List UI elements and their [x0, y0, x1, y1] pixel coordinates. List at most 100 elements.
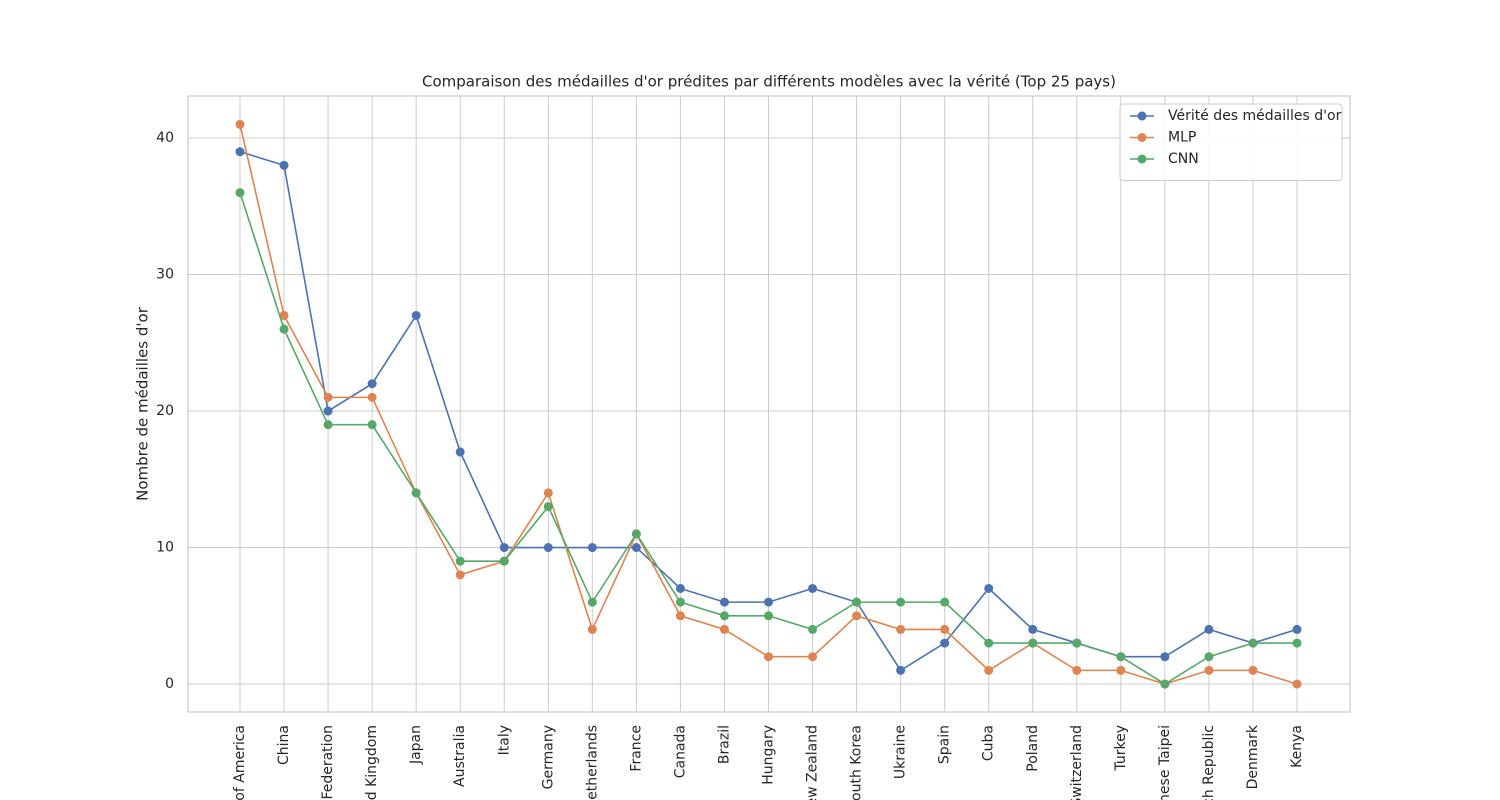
data-point: [675, 597, 685, 607]
y-tick-label: 0: [165, 676, 174, 692]
x-tick-label: New Zealand: [805, 725, 821, 800]
chart-title: Comparaison des médailles d'or prédites …: [422, 73, 1116, 91]
data-point: [1292, 679, 1302, 689]
y-tick-label: 30: [156, 267, 174, 283]
data-point: [543, 502, 553, 512]
data-point: [279, 310, 289, 320]
data-point: [940, 638, 950, 648]
data-point: [235, 188, 245, 198]
x-tick-label: Japan: [408, 725, 424, 765]
plot-frame: [187, 95, 1351, 713]
data-point: [279, 160, 289, 170]
data-point: [543, 543, 553, 553]
x-tick-label: Chinese Taipei: [1157, 725, 1173, 800]
legend-label: Vérité des médailles d'or: [1168, 108, 1342, 124]
x-tick-label: Turkey: [1113, 725, 1129, 772]
legend-label: MLP: [1168, 130, 1196, 146]
x-tick-label: Hungary: [761, 725, 777, 785]
data-point: [852, 597, 862, 607]
y-tick-label: 20: [156, 403, 174, 419]
data-point: [896, 624, 906, 634]
x-tick-label: Brazil: [716, 725, 732, 764]
x-tick-label: Australia: [452, 725, 468, 787]
x-tick-label: Ukraine: [893, 725, 909, 779]
data-point: [1160, 679, 1170, 689]
x-tick-label: Netherlands: [584, 725, 600, 800]
data-point: [808, 583, 818, 593]
data-point: [631, 529, 641, 539]
data-point: [1160, 652, 1170, 662]
data-point: [631, 543, 641, 553]
x-tick-label: Czech Republic: [1201, 725, 1217, 800]
data-point: [764, 597, 773, 607]
data-point: [587, 624, 597, 634]
data-point: [1072, 665, 1082, 675]
data-point: [1248, 665, 1258, 675]
data-point: [1204, 624, 1214, 634]
y-axis-label: Nombre de médailles d'or: [134, 306, 152, 501]
data-point: [455, 447, 465, 457]
data-point: [411, 488, 421, 498]
data-point: [455, 570, 465, 580]
data-point: [1116, 665, 1126, 675]
data-point: [764, 611, 773, 621]
legend-label: CNN: [1168, 151, 1199, 167]
data-point: [367, 392, 377, 402]
data-point: [367, 379, 377, 389]
data-point: [719, 597, 729, 607]
data-point: [1028, 638, 1038, 648]
x-tick-label: Kenya: [1289, 725, 1305, 768]
data-point: [1292, 638, 1302, 648]
y-tick-label: 10: [156, 540, 174, 556]
x-tick-label: France: [628, 725, 644, 772]
data-point: [719, 611, 729, 621]
data-point: [984, 638, 994, 648]
x-tick-label: Spain: [937, 725, 953, 764]
legend-box: [1119, 103, 1343, 181]
x-tick-label: South Korea: [849, 725, 865, 800]
data-point: [499, 543, 509, 553]
data-point: [940, 597, 950, 607]
data-point: [1204, 665, 1214, 675]
data-point: [411, 310, 421, 320]
data-point: [1072, 638, 1082, 648]
x-tick-label: Germany: [540, 725, 556, 789]
data-point: [675, 611, 685, 621]
data-point: [235, 147, 245, 157]
data-point: [896, 665, 906, 675]
data-point: [896, 597, 906, 607]
x-tick-label: Italy: [496, 725, 512, 755]
legend-marker: [1137, 111, 1147, 121]
data-point: [984, 583, 994, 593]
data-point: [235, 119, 245, 129]
data-point: [719, 624, 729, 634]
data-point: [587, 597, 597, 607]
data-point: [499, 556, 509, 566]
x-tick-label: Canada: [672, 725, 688, 778]
data-point: [675, 583, 685, 593]
legend-marker: [1137, 133, 1147, 142]
x-tick-label: China: [276, 725, 292, 765]
data-point: [764, 652, 773, 662]
data-point: [279, 324, 289, 334]
x-tick-label: Denmark: [1245, 724, 1261, 789]
data-point: [455, 556, 465, 566]
x-tick-label: Russian Federation: [320, 725, 336, 800]
data-point: [1248, 638, 1258, 648]
data-point: [1116, 652, 1126, 662]
data-point: [587, 543, 597, 553]
data-point: [1204, 652, 1214, 662]
legend-marker: [1137, 154, 1147, 164]
data-point: [323, 392, 333, 402]
data-point: [940, 624, 950, 634]
data-point: [323, 420, 333, 430]
data-point: [984, 665, 994, 675]
data-point: [852, 611, 862, 621]
x-tick-label: Poland: [1025, 725, 1041, 772]
data-point: [323, 406, 333, 416]
data-point: [1028, 624, 1038, 634]
y-tick-label: 40: [156, 130, 174, 146]
data-point: [1292, 624, 1302, 634]
